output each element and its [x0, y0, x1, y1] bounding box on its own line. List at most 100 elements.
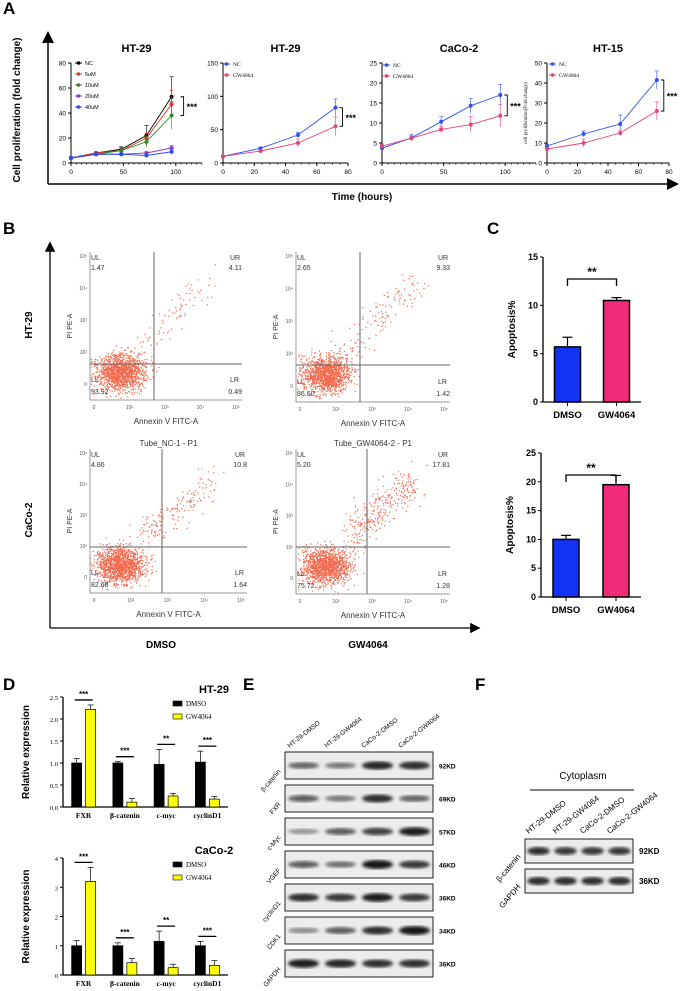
event-dot [182, 496, 184, 498]
event-dot [118, 393, 120, 396]
event-dot [115, 358, 118, 360]
event-dot [129, 569, 131, 571]
event-dot [331, 374, 333, 377]
event-dot [174, 507, 177, 509]
event-dot [113, 367, 115, 369]
x-tick-label: 0 [545, 169, 549, 176]
event-dot [129, 384, 132, 386]
event-dot [160, 521, 162, 523]
event-dot [100, 579, 102, 582]
event-dot [123, 355, 125, 358]
event-dot [120, 385, 122, 387]
event-dot [122, 365, 124, 368]
event-dot [103, 562, 105, 564]
event-dot [339, 378, 341, 380]
event-dot [126, 368, 128, 371]
event-dot [311, 375, 313, 377]
event-dot [318, 379, 320, 381]
event-dot [121, 567, 123, 570]
event-dot [326, 390, 328, 392]
event-dot [110, 353, 113, 355]
data-point [618, 122, 623, 126]
event-dot [106, 549, 108, 551]
event-dot [306, 375, 308, 377]
event-dot [139, 570, 141, 572]
event-dot [192, 491, 194, 494]
event-dot [101, 377, 104, 379]
event-dot [313, 372, 315, 374]
event-dot [117, 367, 119, 370]
event-dot [329, 376, 332, 378]
event-dot [331, 366, 333, 368]
event-dot [318, 366, 320, 368]
event-dot [384, 320, 387, 323]
event-dot [100, 557, 102, 559]
event-dot [332, 355, 334, 357]
event-dot [116, 373, 118, 376]
event-dot [122, 371, 124, 373]
event-dot [210, 490, 212, 492]
event-dot [121, 549, 123, 551]
event-dot [142, 385, 144, 387]
event-dot [338, 357, 340, 359]
event-dot [322, 381, 324, 383]
event-dot [119, 544, 121, 546]
event-dot [314, 363, 316, 365]
event-dot [134, 365, 136, 367]
event-dot [354, 390, 357, 392]
event-dot [122, 544, 125, 546]
event-dot [99, 573, 101, 575]
event-dot [329, 359, 331, 361]
event-dot [346, 377, 348, 379]
event-dot [123, 554, 125, 556]
event-dot [208, 496, 210, 498]
event-dot [136, 367, 138, 369]
event-dot [346, 369, 348, 371]
event-dot [108, 383, 111, 385]
event-dot [171, 514, 174, 517]
event-dot [333, 362, 335, 364]
y-tick-label: 10⁵ [285, 254, 293, 260]
event-dot [110, 376, 112, 379]
event-dot [117, 555, 119, 557]
event-dot [128, 360, 131, 362]
data-point [380, 144, 384, 149]
event-dot [118, 386, 120, 388]
event-dot [124, 562, 127, 564]
y-tick-label: 10⁴ [285, 287, 293, 293]
x-tick-label: 10⁴ [200, 598, 208, 604]
event-dot [138, 547, 140, 550]
event-dot [90, 358, 93, 361]
legend-marker [76, 105, 81, 109]
event-dot [122, 539, 125, 541]
event-dot [121, 558, 123, 560]
event-dot [207, 296, 209, 299]
event-dot [109, 548, 111, 550]
event-dot [308, 378, 310, 380]
data-point [618, 131, 623, 135]
event-dot [334, 373, 336, 376]
event-dot [331, 559, 334, 561]
event-dot [112, 559, 114, 561]
event-dot [345, 384, 347, 386]
event-dot [122, 375, 124, 377]
event-dot [131, 552, 133, 554]
event-dot [129, 351, 132, 353]
event-dot [119, 559, 121, 561]
event-dot [116, 370, 119, 372]
event-dot [133, 574, 135, 577]
event-dot [303, 560, 305, 562]
event-dot [316, 394, 318, 397]
event-dot [115, 379, 117, 382]
event-dot [125, 583, 128, 586]
event-dot [327, 353, 329, 356]
event-dot [318, 385, 320, 387]
event-dot [100, 378, 102, 380]
event-dot [140, 373, 142, 375]
event-dot [125, 370, 127, 372]
event-dot [102, 384, 104, 386]
event-dot [313, 374, 315, 376]
event-dot [378, 520, 380, 522]
event-dot [131, 379, 134, 381]
